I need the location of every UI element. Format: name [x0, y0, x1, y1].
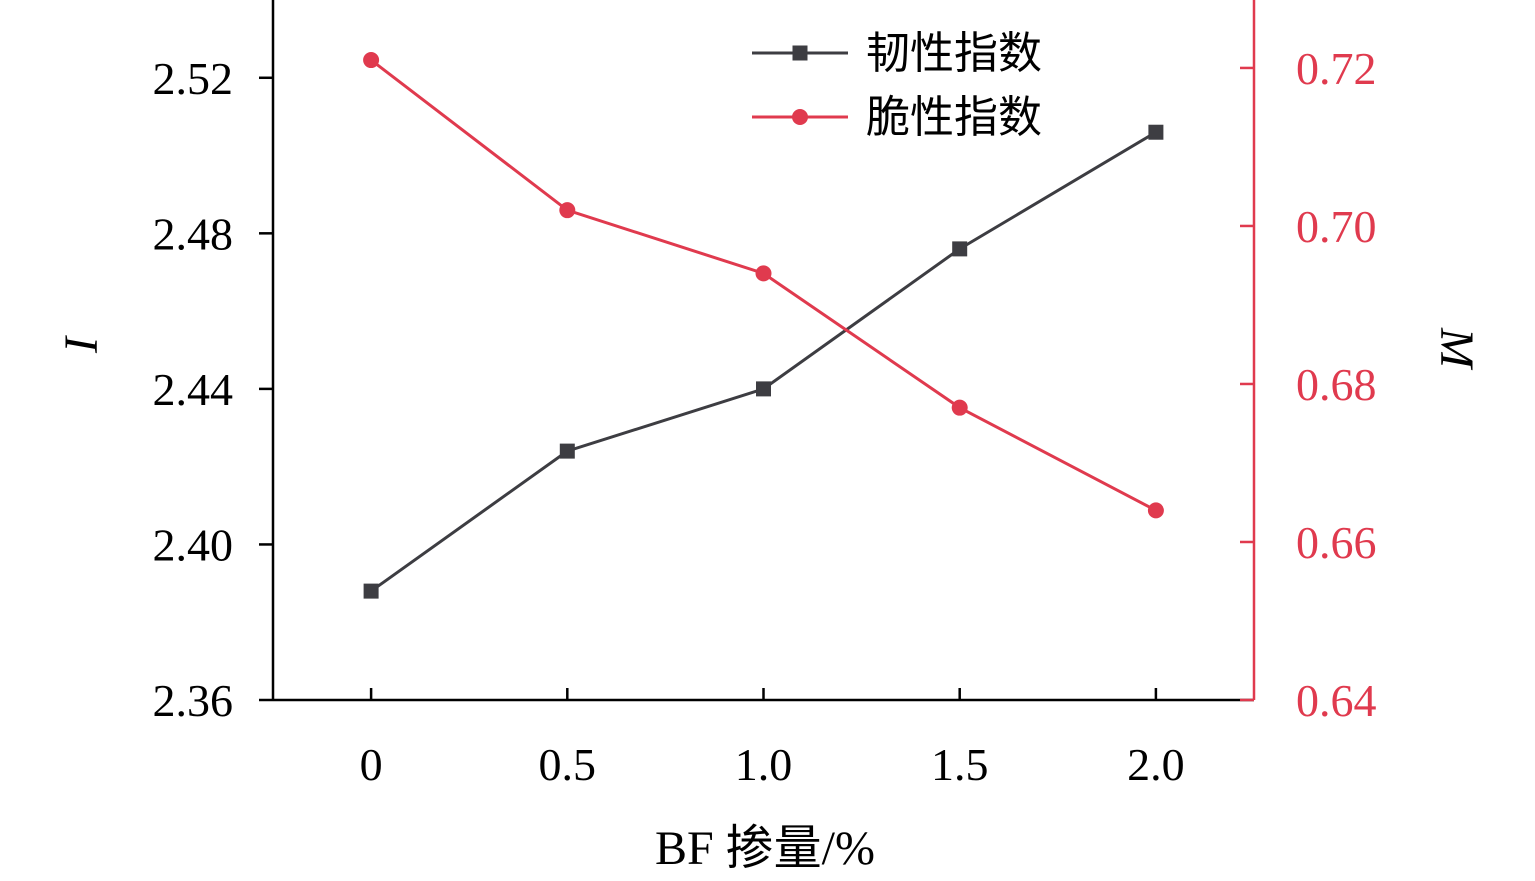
- axes: [271, 0, 1256, 702]
- y-right-tick-label: 0.68: [1296, 359, 1377, 410]
- legend-label: 韧性指数: [866, 28, 1042, 79]
- y-left-tick-label: 2.52: [153, 53, 234, 104]
- y-right-tick-label: 0.72: [1296, 43, 1377, 94]
- y-left-tick-label: 2.44: [153, 364, 234, 415]
- data-point-circle: [363, 52, 380, 69]
- data-point-circle: [1147, 502, 1164, 519]
- y-left-tick-label: 2.40: [153, 519, 234, 570]
- data-point-square: [756, 381, 771, 397]
- legend-label: 脆性指数: [866, 92, 1042, 143]
- data-point-square: [952, 241, 968, 257]
- y-left-tick-label: 2.48: [153, 208, 234, 259]
- y-right-tick-label: 0.70: [1296, 201, 1377, 252]
- y-right-tick-label: 0.66: [1296, 517, 1377, 568]
- x-tick-label: 0.5: [539, 739, 597, 790]
- y-left-axis-label: I: [55, 335, 108, 354]
- y-right-axis-label: M: [1430, 327, 1483, 371]
- legend-marker-square: [792, 45, 808, 61]
- x-axis-label: BF 掺量/%: [655, 822, 875, 875]
- legend-marker-circle: [792, 109, 808, 125]
- series-line-0: [370, 130, 1157, 593]
- x-tick-label: 0: [360, 739, 383, 790]
- data-point-circle: [755, 265, 772, 282]
- data-point-circle: [951, 399, 968, 416]
- data-point-square: [559, 443, 575, 459]
- y-left-tick-label: 2.36: [153, 675, 234, 726]
- data-point-circle: [559, 202, 576, 219]
- data-point-square: [363, 583, 379, 599]
- x-tick-label: 1.0: [735, 739, 793, 790]
- data-point-square: [1148, 124, 1164, 140]
- series-layer: [363, 52, 1164, 599]
- ticks: 2.36 2.40 2.44 2.48 2.52 0.64 0.66 0.68 0.70 0.72…: [153, 43, 1377, 790]
- x-tick-label: 1.5: [931, 739, 989, 790]
- y-right-tick-label: 0.64: [1296, 675, 1377, 726]
- x-tick-label: 2.0: [1127, 739, 1185, 790]
